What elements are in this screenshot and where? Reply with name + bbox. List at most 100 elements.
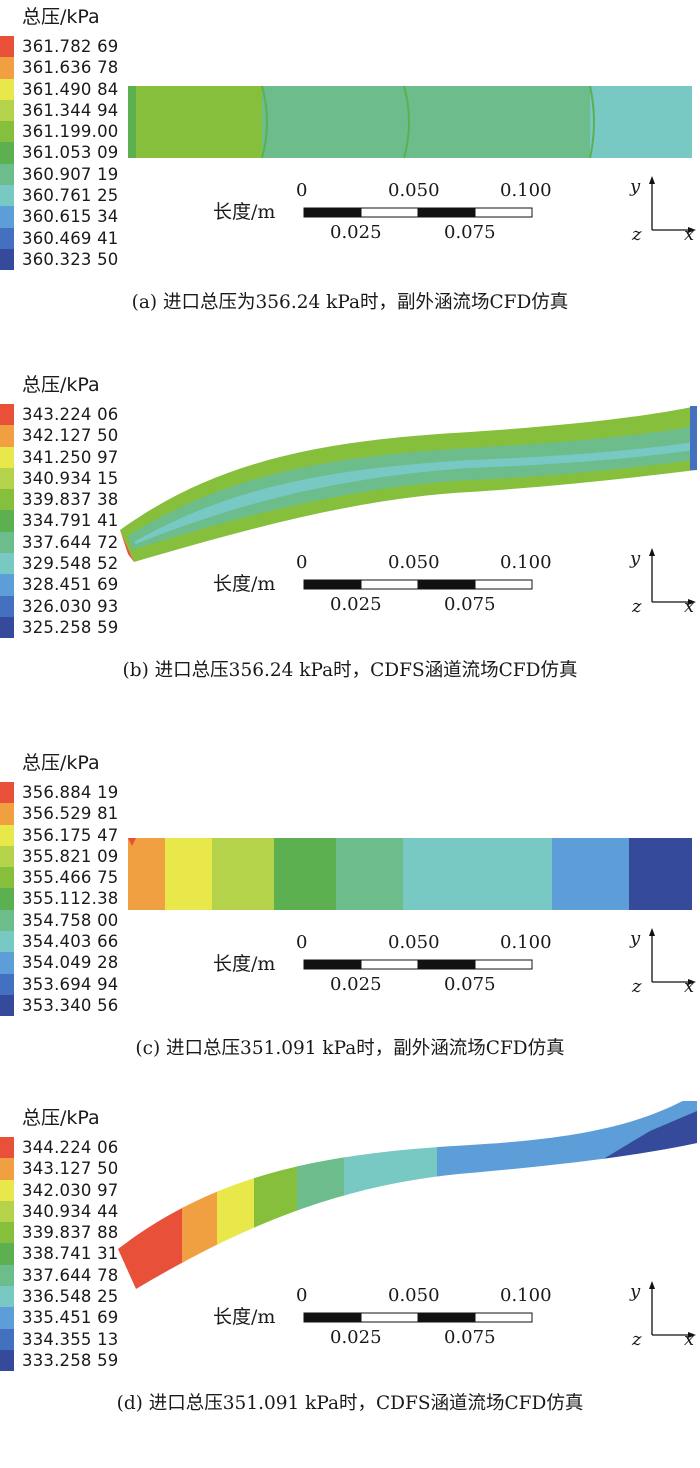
legend-value: 339.837 88	[22, 1223, 119, 1243]
legend-swatch	[0, 185, 14, 207]
legend-entry: 343.224 06	[0, 404, 170, 426]
axis-label-y: y	[630, 548, 641, 569]
legend-entry: 342.127 50	[0, 425, 170, 447]
field-region-6	[344, 1101, 440, 1289]
scale-bar	[303, 579, 533, 590]
field-region-2	[182, 1101, 220, 1289]
scale-segment	[417, 959, 476, 970]
legend-entry: 329.548 52	[0, 553, 170, 575]
legend-swatch	[0, 425, 14, 447]
panel-b: 总压/kPa 343.224 06 342.127 50 341.250 97 340…	[0, 368, 700, 735]
legend-swatch	[0, 1200, 14, 1223]
legend-value: 337.644 78	[22, 1265, 119, 1285]
field-region-3	[217, 1101, 257, 1289]
axis-label-z: z	[632, 224, 642, 245]
field-region-1	[118, 1101, 185, 1289]
scale-tick-label: 0	[296, 552, 308, 573]
legend-entry: 338.741 31	[0, 1243, 170, 1265]
legend-swatch	[0, 973, 14, 995]
legend-value: 342.127 50	[22, 426, 119, 446]
scale-tick-label: 0.100	[500, 1285, 552, 1306]
legend-value: 360.615 34	[22, 207, 119, 227]
scale-tick-label: 0	[296, 1285, 308, 1306]
scale-tick-label: 0.100	[500, 552, 552, 573]
legend-value: 354.758 00	[22, 910, 119, 930]
field-region-2	[145, 86, 265, 158]
legend-swatch	[0, 616, 14, 639]
legend-entry: 360.469 41	[0, 227, 170, 249]
axis-label-x: x	[684, 1329, 695, 1350]
legend-swatch	[0, 248, 14, 271]
legend-swatch	[0, 99, 14, 122]
axis-triad	[649, 1281, 696, 1338]
scale-tick-label: 0.075	[444, 222, 496, 243]
legend-value: 361.636 78	[22, 58, 119, 78]
legend-entry: 334.791 41	[0, 510, 170, 532]
field-region-1	[128, 838, 168, 910]
scale-tick-label: 0.050	[388, 932, 440, 953]
legend-swatch	[0, 78, 14, 100]
legend-entry: 340.934 15	[0, 467, 170, 490]
legend-value: 337.644 72	[22, 532, 119, 552]
legend-entry: 326.030 93	[0, 595, 170, 617]
axis-label-y: y	[630, 928, 641, 949]
legend-value: 353.340 56	[22, 995, 119, 1015]
caption: (d) 进口总压351.091 kPa时，CDFS涵道流场CFD仿真	[116, 1393, 584, 1414]
color-legend: 356.884 19 356.529 81 356.175 47 355.821 09…	[0, 782, 170, 1017]
legend-value: 354.049 28	[22, 953, 119, 973]
legend-swatch	[0, 206, 14, 228]
scale-bar-label: 长度/m	[213, 1306, 276, 1328]
panel-c: 总压/kPa 356.884 19 356.529 81 356.175 47 355…	[0, 746, 700, 1113]
field-region-4	[404, 86, 592, 158]
scale-segment	[303, 579, 362, 590]
legend-value: 325.258 59	[22, 617, 119, 637]
legend-entry: 333.258 59	[0, 1349, 170, 1372]
inlet-edge	[128, 86, 136, 158]
legend-swatch	[0, 803, 14, 825]
legend-entry: 356.175 47	[0, 824, 170, 846]
scale-tick-label: 0.075	[444, 594, 496, 615]
legend-entry: 360.323 50	[0, 248, 170, 271]
legend-value: 361.782 69	[22, 37, 119, 56]
legend-entry: 328.451 69	[0, 574, 170, 596]
legend-swatch	[0, 404, 14, 426]
legend-entry: 356.529 81	[0, 803, 170, 825]
legend-entry: 361.490 84	[0, 78, 170, 100]
duct-center	[134, 442, 694, 544]
legend-entry: 337.644 78	[0, 1264, 170, 1287]
legend-value: 342.030 97	[22, 1180, 119, 1200]
legend-swatch	[0, 1222, 14, 1244]
legend-entry: 360.615 34	[0, 206, 170, 228]
legend-swatch	[0, 888, 14, 910]
legend-entry: 325.258 59	[0, 616, 170, 639]
legend-value: 354.403 66	[22, 932, 119, 952]
axis-label-z: z	[632, 1329, 642, 1350]
legend-entry: 340.934 44	[0, 1200, 170, 1223]
legend-entry: 355.466 75	[0, 867, 170, 889]
caption: (b) 进口总压356.24 kPa时，CDFS涵道流场CFD仿真	[122, 660, 578, 681]
legend-value: 353.694 94	[22, 974, 119, 994]
legend-value: 336.548 25	[22, 1287, 119, 1307]
scale-tick-label: 0.050	[388, 1285, 440, 1306]
field-boundary-2	[403, 85, 410, 159]
legend-value: 340.934 44	[22, 1201, 119, 1221]
scale-segment	[417, 1312, 476, 1323]
legend-entry: 354.758 00	[0, 909, 170, 932]
scale-tick-label: 0.100	[500, 932, 552, 953]
legend-swatch	[0, 510, 14, 532]
legend-swatch	[0, 142, 14, 164]
legend-swatch	[0, 931, 14, 953]
scale-tick-label: 0.025	[330, 594, 382, 615]
scale-tick-label: 0.025	[330, 222, 382, 243]
legend-entry: 361.199.00	[0, 121, 170, 143]
field-region-4	[274, 838, 339, 910]
legend-entry: 361.782 69	[0, 36, 170, 58]
scale-segment	[474, 579, 533, 590]
field-region-5	[297, 1101, 347, 1289]
field-region-6	[403, 838, 555, 910]
scale-segment	[360, 1312, 419, 1323]
legend-value: 333.258 59	[22, 1350, 119, 1370]
legend-swatch	[0, 595, 14, 617]
legend-entry: 355.112.38	[0, 888, 170, 910]
legend-swatch	[0, 867, 14, 889]
